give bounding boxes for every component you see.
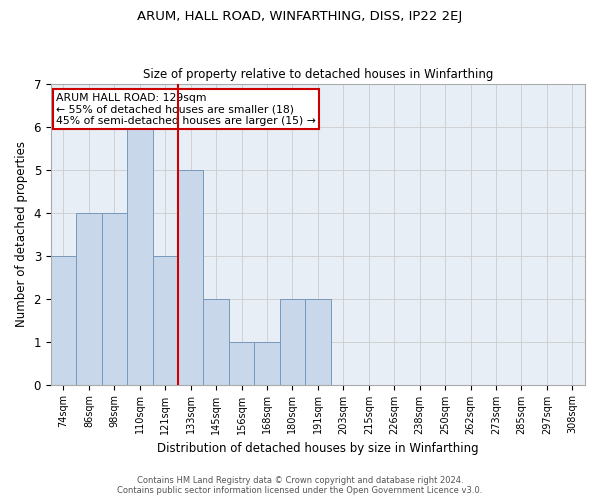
Title: Size of property relative to detached houses in Winfarthing: Size of property relative to detached ho… <box>143 68 493 81</box>
Text: Contains HM Land Registry data © Crown copyright and database right 2024.
Contai: Contains HM Land Registry data © Crown c… <box>118 476 482 495</box>
Bar <box>51 256 76 384</box>
Bar <box>127 126 152 384</box>
Bar <box>203 298 229 384</box>
Bar <box>178 170 203 384</box>
Bar <box>229 342 254 384</box>
X-axis label: Distribution of detached houses by size in Winfarthing: Distribution of detached houses by size … <box>157 442 479 455</box>
Bar <box>76 212 101 384</box>
Bar <box>101 212 127 384</box>
Y-axis label: Number of detached properties: Number of detached properties <box>15 141 28 327</box>
Bar <box>305 298 331 384</box>
Bar <box>254 342 280 384</box>
Bar <box>152 256 178 384</box>
Bar <box>280 298 305 384</box>
Text: ARUM HALL ROAD: 129sqm
← 55% of detached houses are smaller (18)
45% of semi-det: ARUM HALL ROAD: 129sqm ← 55% of detached… <box>56 92 316 126</box>
Text: ARUM, HALL ROAD, WINFARTHING, DISS, IP22 2EJ: ARUM, HALL ROAD, WINFARTHING, DISS, IP22… <box>137 10 463 23</box>
